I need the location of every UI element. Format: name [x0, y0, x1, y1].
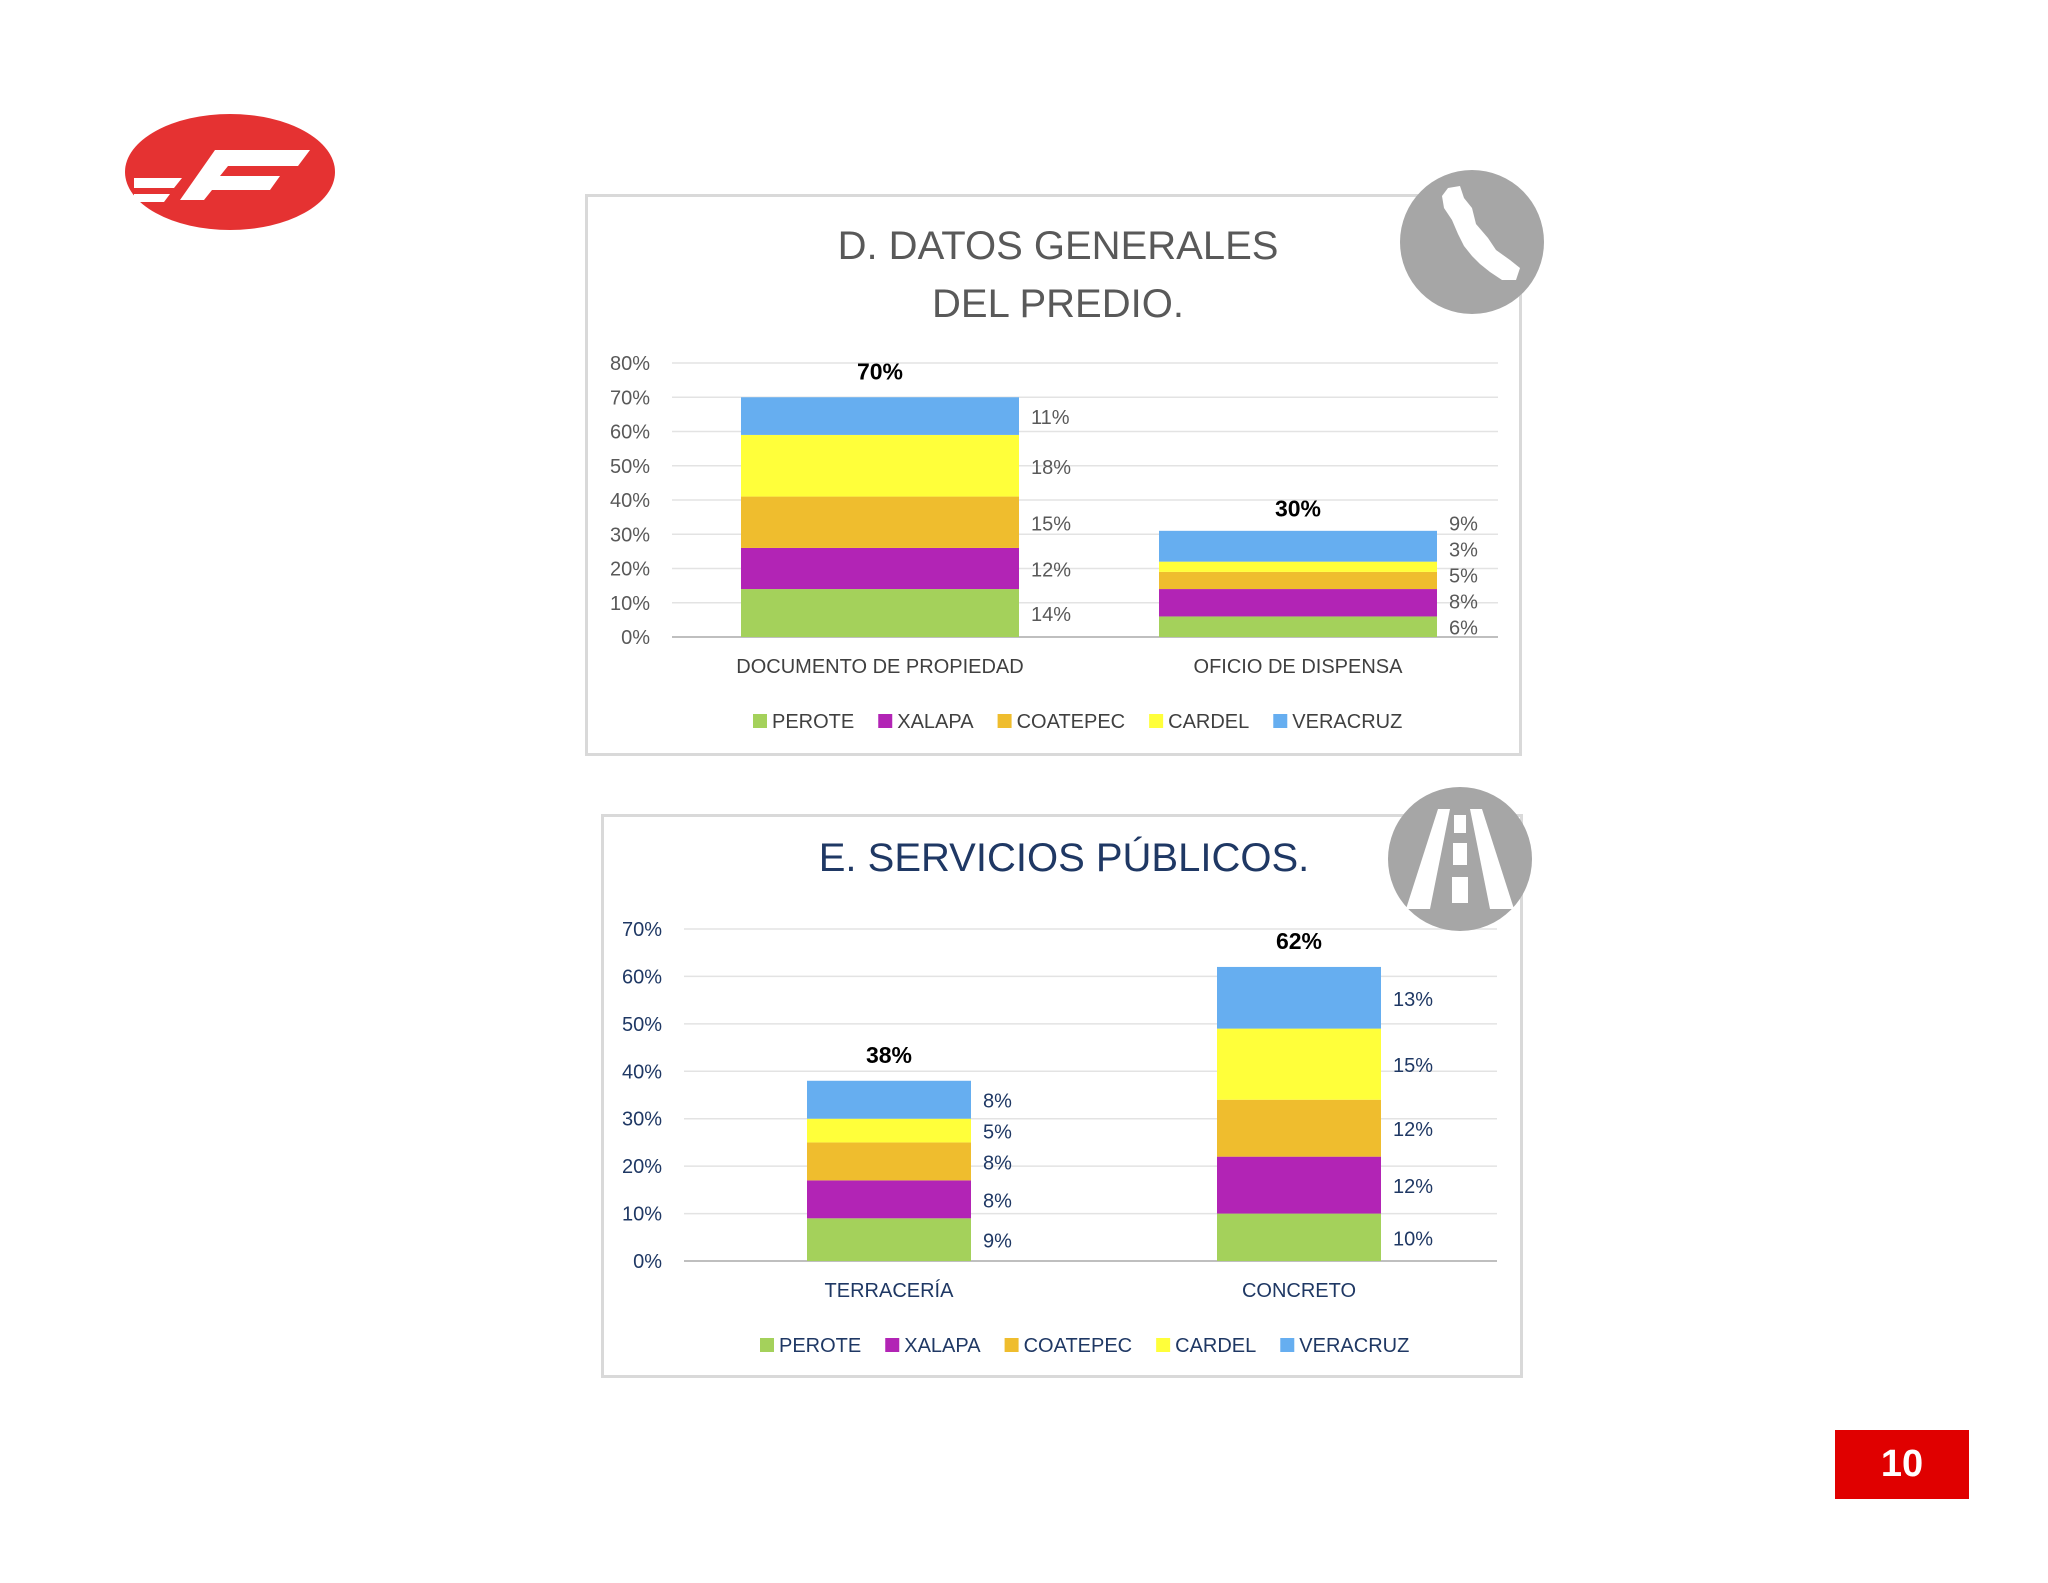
- chart-e-svg: E. SERVICIOS PÚBLICOS. 0% 10% 20% 30% 40% 50% 6…: [622, 835, 1497, 1357]
- chart-e-value-label-perote-0: 9%: [983, 1231, 1012, 1253]
- chart-e-value-label-xalapa-0: 8%: [983, 1190, 1012, 1212]
- company-logo: [120, 108, 340, 236]
- chart-d-ytick-label: 50%: [610, 456, 650, 478]
- chart-e-bar-veracruz-0: [807, 1080, 971, 1119]
- chart-servicios-publicos: E. SERVICIOS PÚBLICOS. 0% 10% 20% 30% 40% 50% 6…: [601, 814, 1523, 1378]
- chart-e-value-label-xalapa-1: 12%: [1393, 1176, 1433, 1198]
- chart-e-ytick-label: 50%: [622, 1014, 662, 1036]
- chart-d-value-label-perote-0: 14%: [1031, 604, 1071, 626]
- chart-d-bar-perote-0: [741, 589, 1019, 637]
- chart-d-legend-label-coatepec: COATEPEC: [1017, 711, 1126, 733]
- chart-e-value-label-veracruz-1: 13%: [1393, 989, 1433, 1011]
- chart-e-bar-coatepec-1: [1217, 1099, 1381, 1157]
- chart-e-legend-label-perote: PEROTE: [779, 1335, 861, 1357]
- chart-d-legend-swatch-xalapa: [878, 714, 893, 728]
- chart-datos-generales: D. DATOS GENERALES DEL PREDIO. 0% 10% 20% 30%…: [585, 194, 1522, 756]
- chart-d-ytick-label: 40%: [610, 490, 650, 512]
- chart-d-title-line-1: DEL PREDIO.: [932, 282, 1184, 326]
- chart-e-ytick-label: 60%: [622, 966, 662, 988]
- chart-e-title-line-0: E. SERVICIOS PÚBLICOS.: [819, 835, 1310, 880]
- chart-d-legend-label-veracruz: VERACRUZ: [1292, 711, 1402, 733]
- chart-d-svg: D. DATOS GENERALES DEL PREDIO. 0% 10% 20% 30%…: [610, 224, 1498, 733]
- chart-e-value-label-cardel-0: 5%: [983, 1122, 1012, 1144]
- chart-e-legend-swatch-coatepec: [1004, 1338, 1019, 1352]
- road-icon: [1386, 785, 1534, 933]
- chart-e-ytick-label: 70%: [622, 919, 662, 941]
- chart-d-value-label-perote-1: 6%: [1449, 618, 1478, 640]
- chart-d-legend-swatch-perote: [753, 714, 767, 728]
- chart-d-legend-label-perote: PEROTE: [772, 711, 854, 733]
- chart-d-total-label-1: 30%: [1275, 495, 1321, 521]
- chart-d-bar-cardel-0: [741, 434, 1019, 497]
- chart-e-legend-swatch-cardel: [1156, 1338, 1171, 1352]
- chart-d-title-line-0: D. DATOS GENERALES: [838, 224, 1279, 268]
- chart-e-total-label-0: 38%: [866, 1042, 912, 1068]
- chart-d-legend-swatch-cardel: [1149, 714, 1164, 728]
- chart-e-legend-label-veracruz: VERACRUZ: [1299, 1335, 1409, 1357]
- chart-e-bar-perote-0: [807, 1218, 971, 1261]
- chart-d-bar-veracruz-0: [741, 397, 1019, 435]
- chart-d-total-label-0: 70%: [857, 358, 903, 384]
- chart-e-bar-xalapa-1: [1217, 1156, 1381, 1214]
- chart-e-bar-coatepec-0: [807, 1142, 971, 1181]
- chart-e-value-label-coatepec-0: 8%: [983, 1152, 1012, 1174]
- chart-e-ytick-label: 10%: [622, 1204, 662, 1226]
- chart-e-legend-swatch-veracruz: [1280, 1338, 1295, 1352]
- chart-e-value-label-coatepec-1: 12%: [1393, 1119, 1433, 1141]
- chart-d-value-label-veracruz-0: 11%: [1031, 407, 1070, 429]
- chart-d-ytick-label: 70%: [610, 387, 650, 409]
- chart-d-bar-coatepec-0: [741, 496, 1019, 548]
- chart-e-legend-label-cardel: CARDEL: [1175, 1335, 1256, 1357]
- chart-e-ytick-label: 40%: [622, 1061, 662, 1083]
- chart-d-ytick-label: 0%: [621, 627, 650, 649]
- chart-d-ytick-label: 30%: [610, 524, 650, 546]
- chart-d-value-label-cardel-1: 3%: [1449, 540, 1478, 562]
- chart-d-legend-label-xalapa: XALAPA: [897, 711, 974, 733]
- chart-e-ytick-label: 0%: [633, 1251, 662, 1273]
- chart-d-category-label-1: OFICIO DE DISPENSA: [1194, 656, 1404, 678]
- chart-e-bar-xalapa-0: [807, 1180, 971, 1219]
- chart-e-total-label-1: 62%: [1276, 928, 1322, 954]
- chart-d-bar-cardel-1: [1159, 561, 1437, 572]
- chart-e-bar-cardel-0: [807, 1118, 971, 1143]
- chart-d-value-label-cardel-0: 18%: [1031, 457, 1071, 479]
- chart-d-legend-swatch-veracruz: [1273, 714, 1288, 728]
- chart-d-bar-coatepec-1: [1159, 571, 1437, 590]
- chart-d-value-label-veracruz-1: 9%: [1449, 514, 1478, 536]
- chart-d-ytick-label: 20%: [610, 559, 650, 581]
- chart-d-bar-perote-1: [1159, 616, 1437, 637]
- chart-d-category-label-0: DOCUMENTO DE PROPIEDAD: [736, 656, 1023, 678]
- chart-d-bar-veracruz-1: [1159, 530, 1437, 562]
- chart-e-legend-label-xalapa: XALAPA: [904, 1335, 981, 1357]
- chart-e-ytick-label: 20%: [622, 1156, 662, 1178]
- chart-d-value-label-xalapa-1: 8%: [1449, 592, 1478, 614]
- chart-e-value-label-perote-1: 10%: [1393, 1228, 1433, 1250]
- chart-d-value-label-coatepec-1: 5%: [1449, 566, 1478, 588]
- chart-e-legend-swatch-xalapa: [885, 1338, 900, 1352]
- page-number: 10: [1835, 1430, 1969, 1499]
- chart-d-value-label-coatepec-0: 15%: [1031, 513, 1071, 535]
- chart-e-legend-label-coatepec: COATEPEC: [1024, 1335, 1133, 1357]
- veracruz-map-icon: [1398, 168, 1546, 316]
- chart-e-bar-cardel-1: [1217, 1028, 1381, 1100]
- chart-d-value-label-xalapa-0: 12%: [1031, 560, 1071, 582]
- chart-e-legend-swatch-perote: [760, 1338, 774, 1352]
- chart-e-bar-veracruz-1: [1217, 966, 1381, 1029]
- chart-e-ytick-label: 30%: [622, 1109, 662, 1131]
- chart-e-value-label-cardel-1: 15%: [1393, 1055, 1433, 1077]
- chart-e-value-label-veracruz-0: 8%: [983, 1091, 1012, 1113]
- chart-d-bar-xalapa-1: [1159, 589, 1437, 617]
- chart-e-bar-perote-1: [1217, 1213, 1381, 1261]
- chart-d-legend-label-cardel: CARDEL: [1168, 711, 1249, 733]
- chart-d-ytick-label: 60%: [610, 422, 650, 444]
- chart-d-ytick-label: 10%: [610, 593, 650, 615]
- chart-d-bar-xalapa-0: [741, 547, 1019, 590]
- chart-d-legend-swatch-coatepec: [997, 714, 1012, 728]
- chart-e-category-label-0: TERRACERÍA: [825, 1279, 955, 1302]
- chart-d-ytick-label: 80%: [610, 353, 650, 375]
- chart-e-category-label-1: CONCRETO: [1242, 1280, 1356, 1302]
